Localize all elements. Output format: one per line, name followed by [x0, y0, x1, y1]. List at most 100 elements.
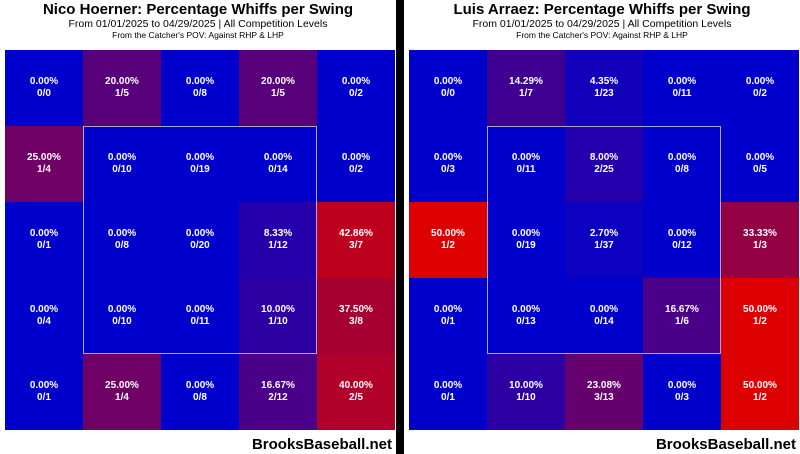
cell-percentage: 0.00%: [433, 152, 463, 163]
cell-percentage: 0.00%: [511, 228, 541, 239]
cell-percentage: 0.00%: [511, 304, 541, 315]
heatmap-cell: 33.33% 1/3: [721, 202, 799, 278]
heatmap-cell: 0.00% 0/2: [317, 126, 395, 202]
heatmap-cell: 0.00% 0/2: [721, 50, 799, 126]
cell-fraction: 0/14: [268, 164, 288, 175]
heatmap-cell: 20.00% 1/5: [239, 50, 317, 126]
cell-fraction: 0/8: [193, 392, 207, 403]
chart-panel-hoerner: Nico Hoerner: Percentage Whiffs per Swin…: [0, 0, 396, 454]
cell-fraction: 0/3: [675, 392, 689, 403]
heatmap-cell: 0.00% 0/12: [643, 202, 721, 278]
heatmap-cell: 0.00% 0/1: [5, 354, 83, 430]
cell-fraction: 1/5: [271, 88, 285, 99]
cell-percentage: 0.00%: [511, 152, 541, 163]
cell-percentage: 40.00%: [339, 380, 373, 391]
cell-percentage: 14.29%: [509, 76, 543, 87]
cell-fraction: 1/10: [268, 316, 288, 327]
heatmap-cell: 42.86% 3/7: [317, 202, 395, 278]
cell-fraction: 1/4: [115, 392, 129, 403]
cell-percentage: 8.00%: [589, 152, 619, 163]
cell-fraction: 0/2: [349, 164, 363, 175]
cell-fraction: 1/4: [37, 164, 51, 175]
heatmap-cell: 37.50% 3/8: [317, 278, 395, 354]
heatmap-cell: 0.00% 0/11: [487, 126, 565, 202]
cell-percentage: 0.00%: [745, 152, 775, 163]
heatmap-cell: 0.00% 0/10: [83, 278, 161, 354]
cell-fraction: 0/14: [594, 316, 614, 327]
heatmap-cell: 0.00% 0/1: [409, 278, 487, 354]
heatmap-cell: 0.00% 0/11: [161, 278, 239, 354]
heatmap-cell: 0.00% 0/8: [643, 126, 721, 202]
cell-percentage: 23.08%: [587, 380, 621, 391]
cell-percentage: 50.00%: [431, 228, 465, 239]
cell-fraction: 3/13: [594, 392, 614, 403]
heatmap-cell: 8.33% 1/12: [239, 202, 317, 278]
cell-fraction: 0/2: [753, 88, 767, 99]
cell-fraction: 0/1: [37, 240, 51, 251]
cell-percentage: 2.70%: [589, 228, 619, 239]
heatmap-cell: 0.00% 0/20: [161, 202, 239, 278]
cell-percentage: 0.00%: [107, 152, 137, 163]
cell-percentage: 0.00%: [29, 76, 59, 87]
cell-percentage: 4.35%: [589, 76, 619, 87]
cell-fraction: 0/11: [190, 316, 210, 327]
heatmap-cell: 14.29% 1/7: [487, 50, 565, 126]
cell-fraction: 0/13: [516, 316, 536, 327]
cell-fraction: 0/1: [37, 392, 51, 403]
cell-percentage: 0.00%: [185, 152, 215, 163]
heatmap-cell: 0.00% 0/13: [487, 278, 565, 354]
heatmap-cell: 10.00% 1/10: [239, 278, 317, 354]
cell-fraction: 1/6: [675, 316, 689, 327]
cell-percentage: 10.00%: [509, 380, 543, 391]
cell-fraction: 0/12: [672, 240, 692, 251]
cell-fraction: 0/0: [441, 88, 455, 99]
cell-fraction: 2/25: [594, 164, 614, 175]
cell-percentage: 0.00%: [433, 380, 463, 391]
heatmap-cell: 50.00% 1/2: [721, 354, 799, 430]
heatmap-cell: 0.00% 0/19: [161, 126, 239, 202]
heatmap-cell: 0.00% 0/0: [5, 50, 83, 126]
cell-percentage: 10.00%: [261, 304, 295, 315]
cell-percentage: 50.00%: [743, 304, 777, 315]
heatmap-grid: 0.00% 0/0 14.29% 1/7 4.35% 1/23 0.00% 0/11 0.00%…: [409, 50, 799, 430]
heatmap-cell: 0.00% 0/4: [5, 278, 83, 354]
cell-fraction: 0/2: [349, 88, 363, 99]
cell-percentage: 0.00%: [341, 152, 371, 163]
brand-watermark: BrooksBaseball.net: [251, 436, 392, 453]
cell-percentage: 0.00%: [185, 380, 215, 391]
cell-percentage: 0.00%: [433, 76, 463, 87]
cell-percentage: 0.00%: [589, 304, 619, 315]
chart-subtitle: From 01/01/2025 to 04/29/2025 | All Comp…: [68, 18, 328, 30]
cell-percentage: 0.00%: [107, 304, 137, 315]
chart-panel-arraez: Luis Arraez: Percentage Whiffs per Swing…: [404, 0, 800, 454]
cell-fraction: 0/8: [115, 240, 129, 251]
cell-percentage: 0.00%: [29, 228, 59, 239]
cell-percentage: 42.86%: [339, 228, 373, 239]
cell-fraction: 0/11: [516, 164, 536, 175]
cell-percentage: 0.00%: [107, 228, 137, 239]
cell-percentage: 0.00%: [185, 304, 215, 315]
cell-percentage: 50.00%: [743, 380, 777, 391]
cell-percentage: 25.00%: [105, 380, 139, 391]
heatmap-cell: 50.00% 1/2: [721, 278, 799, 354]
cell-fraction: 1/2: [753, 392, 767, 403]
heatmap-cell: 25.00% 1/4: [83, 354, 161, 430]
heatmap-cell: 0.00% 0/8: [83, 202, 161, 278]
cell-fraction: 1/5: [115, 88, 129, 99]
cell-percentage: 0.00%: [667, 152, 697, 163]
heatmap-cell: 23.08% 3/13: [565, 354, 643, 430]
cell-percentage: 16.67%: [261, 380, 295, 391]
heatmap-cell: 0.00% 0/10: [83, 126, 161, 202]
cell-fraction: 0/4: [37, 316, 51, 327]
cell-percentage: 0.00%: [185, 76, 215, 87]
cell-fraction: 2/5: [349, 392, 363, 403]
heatmap-cell: 0.00% 0/14: [565, 278, 643, 354]
heatmap-cell: 40.00% 2/5: [317, 354, 395, 430]
cell-fraction: 0/5: [753, 164, 767, 175]
cell-percentage: 0.00%: [29, 380, 59, 391]
cell-fraction: 1/10: [516, 392, 536, 403]
cell-fraction: 0/8: [193, 88, 207, 99]
cell-fraction: 0/1: [441, 392, 455, 403]
cell-fraction: 1/23: [594, 88, 614, 99]
heatmap-cell: 25.00% 1/4: [5, 126, 83, 202]
